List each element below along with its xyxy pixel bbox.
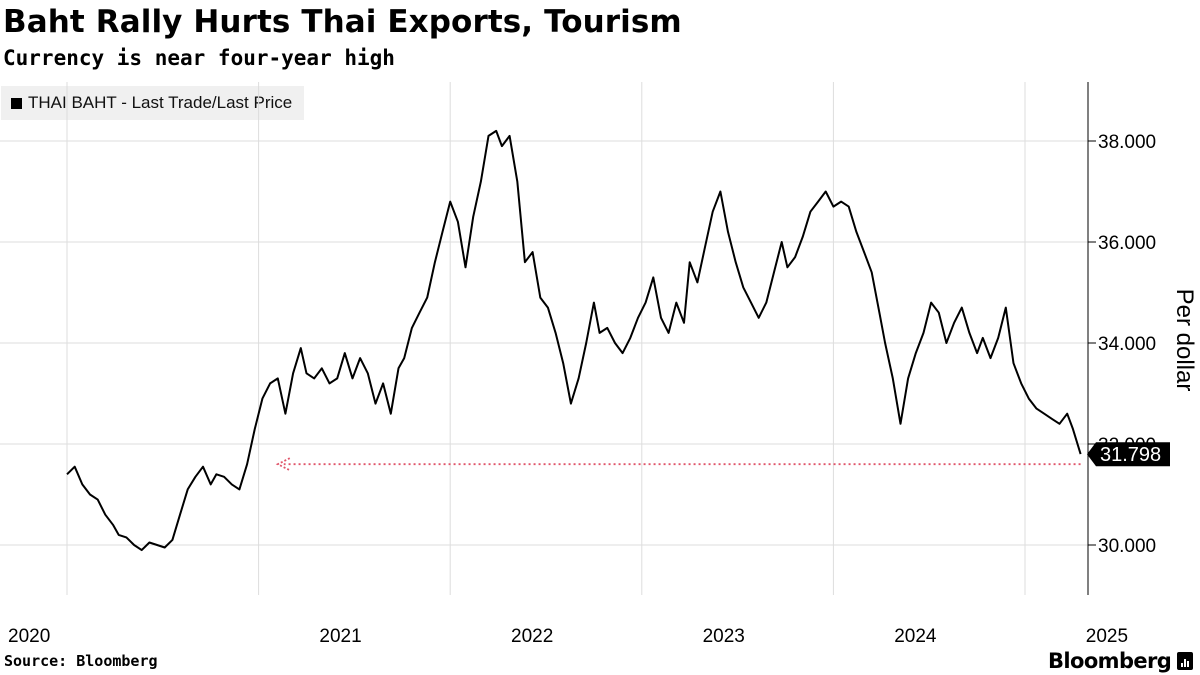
chart-title: Baht Rally Hurts Thai Exports, Tourism	[3, 4, 682, 40]
source-note: Source: Bloomberg	[4, 652, 158, 670]
series-group	[66, 129, 1082, 552]
last-value-badge	[1087, 442, 1170, 467]
x-tick-label: 2023	[703, 626, 745, 647]
last-value-badge-group: 31.798	[1087, 442, 1170, 467]
y-tick-label: 38.000	[1098, 132, 1156, 153]
x-tick-label: 2022	[511, 626, 553, 647]
y-tick-label: 36.000	[1098, 233, 1156, 254]
bloomberg-logo: Bloomberg	[1048, 649, 1194, 673]
vertical-gridlines	[66, 82, 1026, 595]
series-line	[66, 129, 1082, 552]
annotation-group	[275, 457, 1081, 472]
legend-label: THAI BAHT - Last Trade/Last Price	[28, 93, 293, 112]
horizontal-gridlines	[0, 140, 1088, 546]
y-axis-label: Per dollar	[1171, 289, 1198, 392]
chart-bars-icon	[1177, 652, 1194, 670]
brand-label: Bloomberg	[1048, 649, 1172, 673]
y-tick-label: 34.000	[1098, 334, 1156, 355]
arrow-head	[275, 457, 291, 472]
x-tick-label: 2025	[1086, 626, 1128, 647]
y-tick-label: 30.000	[1098, 536, 1156, 557]
chart-subtitle: Currency is near four-year high	[3, 46, 395, 70]
legend: THAI BAHT - Last Trade/Last Price	[1, 86, 305, 120]
x-tick-label: 2024	[894, 626, 937, 647]
x-tick-label: 2021	[319, 626, 361, 647]
last-value-label: 31.798	[1100, 444, 1161, 466]
legend-swatch	[11, 97, 22, 109]
x-axis-ticks: 2020 2021 2022 2023 2024 2025	[8, 626, 1128, 647]
x-tick-label: 2020	[8, 626, 50, 647]
